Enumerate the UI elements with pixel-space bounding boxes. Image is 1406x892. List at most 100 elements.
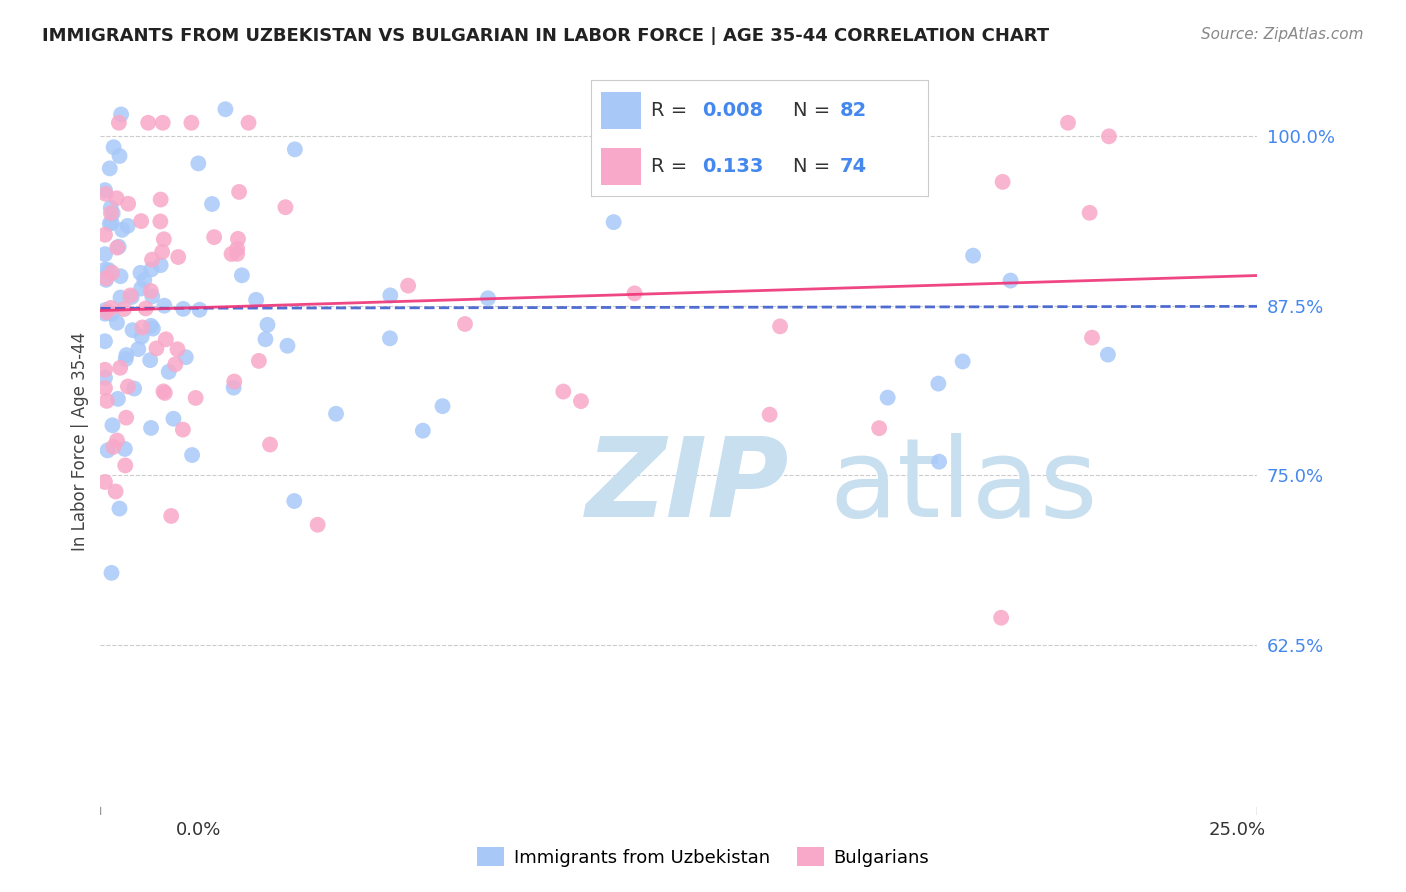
- Point: [121, 290, 143, 304]
- Point: [101, 206, 124, 220]
- Point: [117, 196, 139, 211]
- Point: [167, 250, 190, 264]
- Point: [103, 140, 125, 154]
- Point: [254, 332, 277, 346]
- Point: [94, 302, 117, 317]
- Point: [105, 191, 128, 205]
- Point: [149, 214, 172, 228]
- Point: [238, 116, 260, 130]
- Point: [188, 302, 211, 317]
- Point: [97, 443, 120, 458]
- Point: [553, 384, 575, 399]
- Point: [1098, 129, 1121, 144]
- Point: [283, 494, 305, 508]
- Point: [100, 201, 122, 215]
- Point: [114, 458, 136, 473]
- Point: [94, 227, 117, 242]
- Point: [112, 301, 135, 316]
- Text: 0.133: 0.133: [702, 157, 763, 176]
- Point: [174, 350, 197, 364]
- Point: [432, 399, 454, 413]
- Point: [108, 360, 131, 375]
- Text: N =: N =: [793, 101, 837, 120]
- Point: [117, 379, 139, 393]
- Point: [110, 291, 132, 305]
- Text: atlas: atlas: [830, 433, 1098, 540]
- Point: [153, 386, 176, 401]
- Point: [100, 307, 122, 321]
- Point: [108, 116, 131, 130]
- Point: [139, 421, 162, 435]
- Point: [991, 175, 1014, 189]
- Point: [101, 418, 124, 433]
- Point: [952, 354, 974, 368]
- Point: [172, 301, 194, 316]
- Point: [187, 156, 209, 170]
- Point: [162, 411, 184, 425]
- Point: [94, 262, 117, 277]
- Point: [139, 318, 162, 333]
- Point: [105, 316, 128, 330]
- Point: [107, 240, 129, 254]
- Point: [98, 217, 121, 231]
- Point: [380, 288, 402, 302]
- Point: [152, 116, 174, 130]
- Point: [100, 301, 122, 315]
- Point: [98, 161, 121, 176]
- Point: [224, 375, 246, 389]
- Point: [181, 448, 204, 462]
- Point: [122, 382, 145, 396]
- Point: [276, 339, 298, 353]
- Point: [962, 249, 984, 263]
- Point: [100, 206, 122, 220]
- Text: Source: ZipAtlas.com: Source: ZipAtlas.com: [1201, 27, 1364, 42]
- Point: [868, 421, 890, 435]
- Text: 74: 74: [841, 157, 868, 176]
- Point: [569, 394, 592, 409]
- FancyBboxPatch shape: [600, 147, 641, 185]
- Point: [1057, 116, 1080, 130]
- Point: [477, 291, 499, 305]
- Text: 0.0%: 0.0%: [176, 821, 221, 838]
- Point: [748, 102, 770, 116]
- Point: [108, 501, 131, 516]
- Point: [131, 320, 153, 334]
- Point: [141, 262, 163, 277]
- Point: [114, 352, 136, 367]
- Point: [1081, 331, 1104, 345]
- Point: [94, 247, 117, 261]
- Point: [325, 407, 347, 421]
- Text: R =: R =: [651, 157, 700, 176]
- Point: [228, 185, 250, 199]
- Text: 0.008: 0.008: [702, 101, 763, 120]
- Point: [226, 232, 249, 246]
- Point: [202, 230, 225, 244]
- Point: [245, 293, 267, 307]
- Point: [129, 214, 152, 228]
- Y-axis label: In Labor Force | Age 35-44: In Labor Force | Age 35-44: [72, 332, 89, 551]
- Point: [259, 437, 281, 451]
- Text: IMMIGRANTS FROM UZBEKISTAN VS BULGARIAN IN LABOR FORCE | AGE 35-44 CORRELATION C: IMMIGRANTS FROM UZBEKISTAN VS BULGARIAN …: [42, 27, 1049, 45]
- Point: [927, 376, 949, 391]
- Point: [100, 216, 122, 230]
- Point: [284, 142, 307, 156]
- Point: [94, 273, 117, 287]
- Point: [141, 289, 163, 303]
- Point: [150, 244, 173, 259]
- Point: [115, 410, 138, 425]
- Point: [152, 384, 174, 399]
- Point: [928, 455, 950, 469]
- Legend: Immigrants from Uzbekistan, Bulgarians: Immigrants from Uzbekistan, Bulgarians: [470, 840, 936, 874]
- Point: [97, 263, 120, 277]
- Point: [602, 215, 624, 229]
- Point: [166, 343, 188, 357]
- Point: [141, 252, 163, 267]
- Text: N =: N =: [793, 157, 837, 176]
- Point: [136, 116, 159, 130]
- Point: [129, 266, 152, 280]
- Point: [412, 424, 434, 438]
- Point: [222, 381, 245, 395]
- Point: [1000, 274, 1022, 288]
- Point: [157, 365, 180, 379]
- Point: [149, 258, 172, 272]
